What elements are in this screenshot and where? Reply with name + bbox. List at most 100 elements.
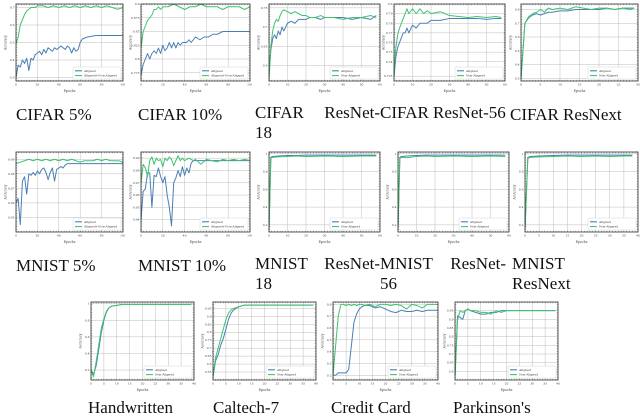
svg-text:60: 60: [507, 234, 511, 238]
series-non-aligned: [393, 8, 502, 77]
series-non-aligned: [454, 308, 556, 377]
line-chart: 0 20 40 60 80 100 0.3 0.4 0.5 0.6 0.7 Epochs Accurac…: [4, 3, 125, 93]
svg-text:0.8: 0.8: [135, 57, 140, 61]
svg-text:25: 25: [617, 83, 621, 87]
svg-text:0.5: 0.5: [515, 49, 520, 53]
line-chart: 0 5 10 15 20 25 30 0.3 0.4 0.5 0.6 0.7 0.8 Epochs Accu…: [509, 3, 640, 93]
chart-caption: CIFAR 10%: [138, 105, 223, 124]
svg-text:10: 10: [415, 234, 419, 238]
svg-text:0.6: 0.6: [449, 369, 454, 373]
chart-panel: 0 5 10 15 20 25 30 35 40 0.55 0.6 0.65 0.7 0.75 0.8 0.8…: [200, 300, 318, 393]
svg-text:15: 15: [565, 234, 569, 238]
line-chart: 0 10 20 30 40 50 60 0.6 0.65 0.7 0.75 Epochs Accurac…: [257, 3, 382, 93]
chart-caption: Parkinson's: [453, 398, 531, 417]
svg-text:20: 20: [597, 83, 601, 87]
x-axis-label: Epochs: [448, 240, 460, 244]
svg-text:0.825: 0.825: [131, 43, 140, 47]
tick-labels: 0 5 10 15 20 25 30 35 40 0.6 0.65 0.7 0.75 0.8 0.85 0.9…: [447, 309, 560, 386]
chart-panel: 0 5 10 15 20 25 30 35 40 0.2 0.3 0.4 0.5 0.6 0.7 0.8 Epo…: [320, 300, 440, 393]
svg-text:0.4: 0.4: [519, 205, 524, 209]
svg-text:0.78: 0.78: [386, 21, 393, 25]
svg-text:0.65: 0.65: [447, 361, 454, 365]
svg-text:40: 40: [57, 83, 61, 87]
svg-text:0.5: 0.5: [327, 338, 332, 342]
series-non-aligned: [268, 155, 377, 230]
svg-text:Non-Aligned: Non-Aligned: [277, 373, 296, 377]
svg-text:15: 15: [370, 382, 374, 386]
svg-text:0: 0: [268, 234, 270, 238]
svg-text:0.4: 0.4: [515, 63, 520, 67]
svg-text:Aligned: Aligned: [83, 69, 96, 73]
svg-text:0.775: 0.775: [131, 71, 140, 75]
grid: [524, 152, 639, 232]
svg-text:5: 5: [225, 382, 227, 386]
svg-text:20: 20: [505, 382, 509, 386]
series-aligned: [15, 35, 123, 78]
svg-text:0: 0: [454, 382, 456, 386]
svg-text:Aligned: Aligned: [518, 368, 531, 372]
y-axis-label: Accuracy: [4, 35, 8, 51]
svg-text:0.8: 0.8: [388, 2, 393, 6]
svg-text:20: 20: [429, 83, 433, 87]
tick-labels: 0 20 40 60 80 100 0.95 0.96 0.97 0.98 0.99: [8, 157, 125, 237]
y-axis-label: Accuracy: [4, 184, 8, 200]
line-chart: 0 10 20 30 40 50 60 0.2 0.4 0.6 0.8 1 Epochs Accuracy…: [386, 151, 511, 244]
svg-text:0.7: 0.7: [263, 25, 268, 29]
tick-labels: 0 5 10 15 20 25 30 35 40 0.2 0.3 0.4 0.5 0.6 0.7 0.8: [327, 302, 440, 385]
svg-text:35: 35: [423, 382, 427, 386]
svg-text:0.96: 0.96: [8, 201, 15, 205]
svg-text:50: 50: [360, 234, 364, 238]
svg-text:20: 20: [161, 234, 165, 238]
x-axis-label: Epochs: [190, 89, 202, 93]
svg-text:0.8: 0.8: [207, 330, 212, 334]
svg-text:5: 5: [103, 382, 105, 386]
svg-text:Aligned: Aligned: [598, 220, 611, 224]
x-axis-label: Epochs: [319, 240, 331, 244]
svg-text:35: 35: [179, 382, 183, 386]
svg-text:Aligned: Aligned: [465, 69, 478, 73]
svg-text:5: 5: [345, 382, 347, 386]
svg-text:20: 20: [35, 83, 39, 87]
svg-text:5: 5: [540, 83, 542, 87]
svg-text:15: 15: [492, 382, 496, 386]
svg-text:0.4: 0.4: [263, 205, 268, 209]
chart-panel: 0 10 20 30 40 50 60 0.2 0.4 0.6 0.8 1 Epochs Accuracy…: [385, 150, 511, 245]
chart-caption: Caltech-7: [213, 398, 280, 417]
svg-text:Aligned+Non-Aligned: Aligned+Non-Aligned: [83, 74, 117, 78]
x-axis-label: Epochs: [64, 240, 76, 244]
chart-panel: 0 5 10 15 20 25 30 35 40 0.2 0.4 0.6 0.8 1 Epochs Accur…: [78, 300, 196, 393]
svg-text:0.3: 0.3: [327, 361, 332, 365]
svg-text:50: 50: [485, 83, 489, 87]
svg-text:0.2: 0.2: [263, 223, 268, 227]
svg-text:0.7: 0.7: [207, 346, 212, 350]
svg-text:0.2: 0.2: [392, 223, 397, 227]
svg-text:10: 10: [479, 382, 483, 386]
svg-text:0.6: 0.6: [519, 187, 524, 191]
svg-text:0.97: 0.97: [8, 186, 15, 190]
svg-text:20: 20: [304, 83, 308, 87]
svg-text:15: 15: [578, 83, 582, 87]
svg-text:0.4: 0.4: [85, 351, 90, 355]
y-axis-label: Accuracy: [509, 35, 513, 51]
svg-text:0: 0: [393, 83, 395, 87]
svg-text:80: 80: [100, 234, 104, 238]
svg-text:40: 40: [556, 382, 560, 386]
svg-text:0.97: 0.97: [133, 181, 140, 185]
svg-text:0.2: 0.2: [327, 373, 332, 377]
svg-text:0: 0: [520, 83, 522, 87]
svg-text:0.8: 0.8: [519, 170, 524, 174]
chart-panel: 0 10 20 30 40 50 60 0.6 0.65 0.7 0.75 Epochs Accurac…: [256, 2, 382, 94]
svg-text:0.8: 0.8: [392, 170, 397, 174]
svg-text:0.8: 0.8: [449, 335, 454, 339]
svg-text:0.6: 0.6: [10, 23, 15, 27]
svg-text:0.6: 0.6: [263, 64, 268, 68]
svg-text:40: 40: [470, 234, 474, 238]
svg-text:0.95: 0.95: [133, 205, 140, 209]
